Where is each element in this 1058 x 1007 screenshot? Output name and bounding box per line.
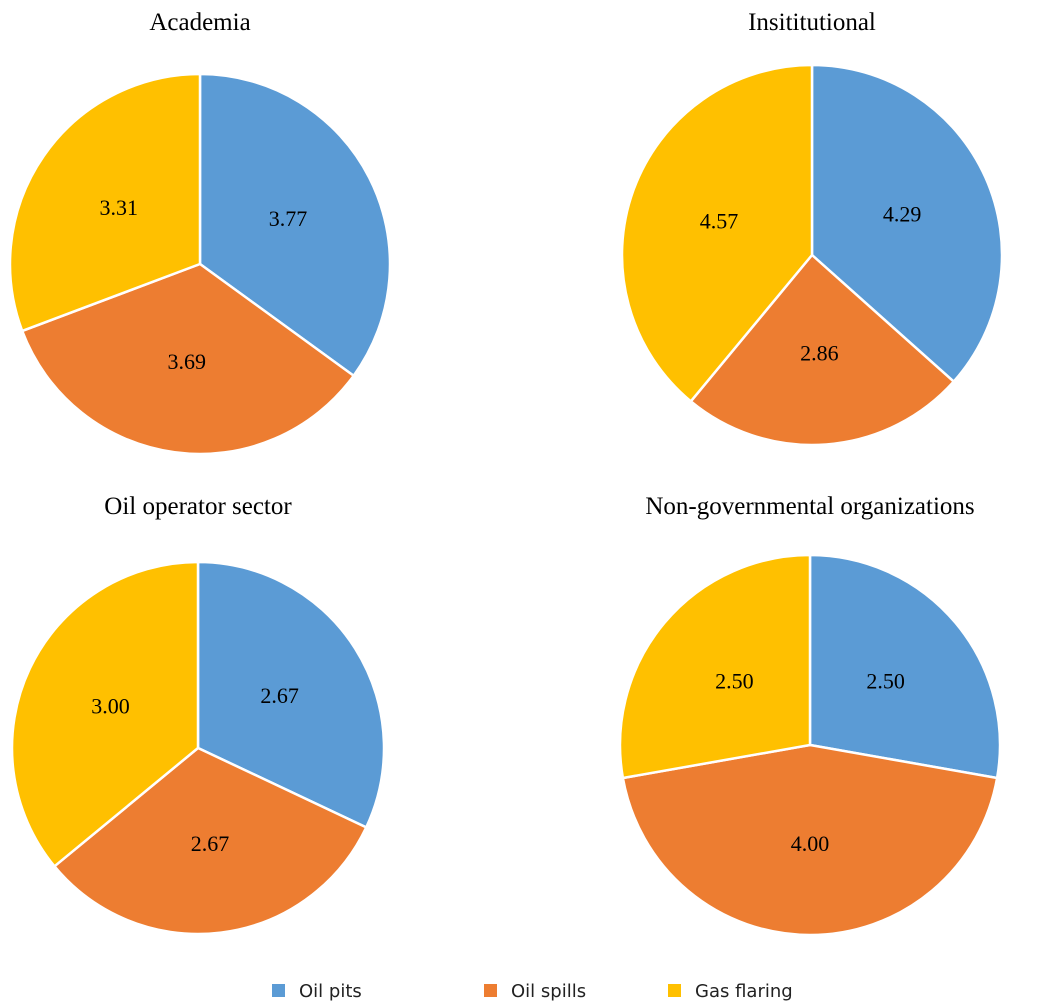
pie-slice-oil-pits bbox=[810, 63, 1004, 384]
slice-value-label: 2.50 bbox=[715, 668, 754, 693]
pie-chart-4: Non-governmental organizations 2.50 4.00 2.… bbox=[618, 493, 1002, 937]
slice-value-label: 3.31 bbox=[100, 195, 139, 220]
pie-slice-oil-pits bbox=[196, 560, 386, 830]
legend-swatch bbox=[272, 984, 285, 997]
slice-value-label: 3.00 bbox=[91, 694, 130, 719]
pie-slice-oil-pits bbox=[198, 72, 392, 378]
pie-title: Academia bbox=[149, 9, 250, 36]
pie-chart-2: Insititutional 4.29 2.86 4.57 bbox=[620, 9, 1004, 447]
slice-value-label: 3.77 bbox=[269, 206, 308, 231]
slice-value-label: 2.86 bbox=[800, 341, 839, 366]
pie-slice-oil-spills bbox=[52, 746, 368, 936]
pie-slice-gas-flaring bbox=[618, 553, 812, 780]
pie-title: Non-governmental organizations bbox=[645, 493, 974, 520]
slice-value-label: 2.50 bbox=[866, 668, 905, 693]
pie-slice-oil-spills bbox=[20, 262, 356, 456]
pie-slice-oil-pits bbox=[808, 553, 1002, 780]
legend: Oil pits Oil spills Gas flaring bbox=[272, 981, 793, 1002]
pie-slice-gas-flaring bbox=[8, 72, 202, 333]
slice-value-label: 4.00 bbox=[791, 831, 830, 856]
slice-value-label: 4.57 bbox=[700, 209, 739, 234]
slice-value-label: 3.69 bbox=[168, 349, 207, 374]
slice-value-label: 2.67 bbox=[191, 831, 230, 856]
legend-label: Oil pits bbox=[299, 981, 362, 1002]
pie-slice-gas-flaring bbox=[10, 560, 200, 869]
pie-chart-1: Academia 3.77 3.69 3.31 bbox=[8, 9, 392, 456]
pie-slice-oil-spills bbox=[689, 253, 956, 447]
legend-item: Oil pits bbox=[272, 981, 362, 1002]
legend-swatch bbox=[484, 984, 497, 997]
pie-chart-3: Oil operator sector 2.67 2.67 3.00 bbox=[10, 493, 386, 936]
legend-label: Oil spills bbox=[511, 981, 586, 1002]
legend-swatch bbox=[668, 984, 681, 997]
legend-item: Gas flaring bbox=[668, 981, 793, 1002]
legend-label: Gas flaring bbox=[695, 981, 793, 1002]
pie-title: Oil operator sector bbox=[104, 493, 292, 520]
legend-item: Oil spills bbox=[484, 981, 586, 1002]
pie-slice-oil-spills bbox=[621, 743, 999, 937]
pie-slice-gas-flaring bbox=[620, 63, 814, 404]
slice-value-label: 2.67 bbox=[260, 683, 299, 708]
slice-value-label: 4.29 bbox=[883, 202, 922, 227]
pie-title: Insititutional bbox=[748, 9, 876, 36]
